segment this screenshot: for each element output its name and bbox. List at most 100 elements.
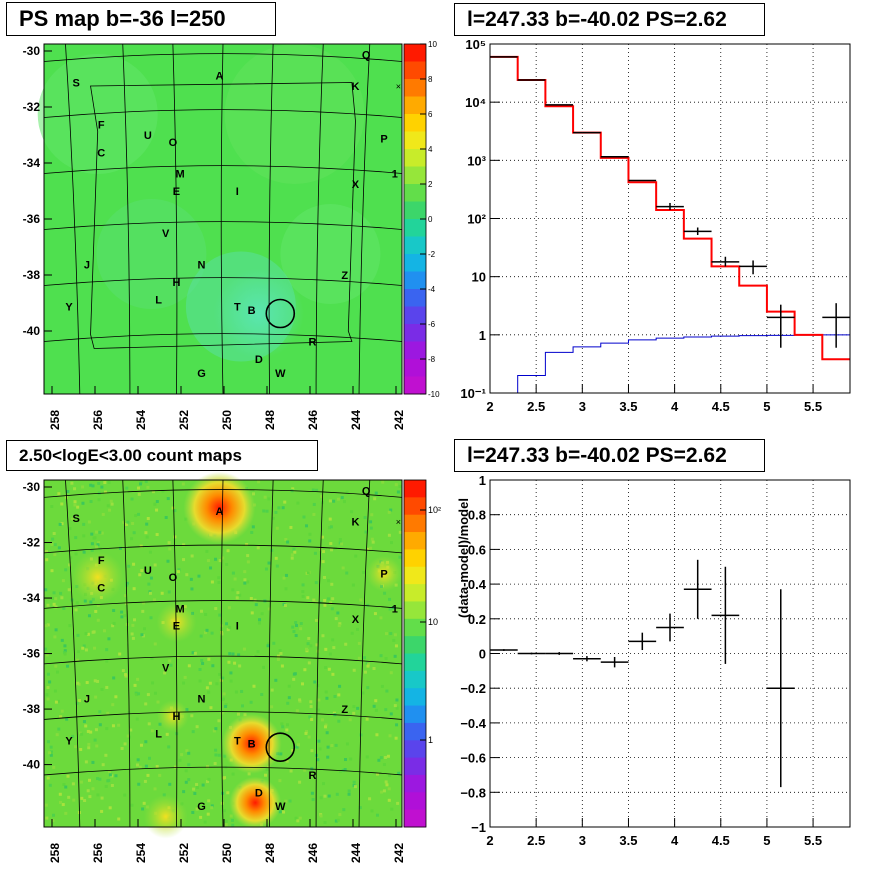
count-map-pixel [242,647,246,651]
count-map-pixel [74,608,78,612]
count-map-source-label: M [175,603,184,615]
count-map-pixel [265,509,269,513]
ps-map-latitude-line [43,221,403,230]
count-map-pixel [256,650,260,654]
count-map-pixel [60,596,64,600]
count-map-pixel [298,780,302,784]
count-map-pixel [264,567,268,571]
count-map-pixel [283,500,287,504]
count-map-pixel [97,498,101,502]
count-map-pixel [181,482,185,486]
count-map-pixel [292,677,296,681]
count-map-pixel [372,667,376,671]
count-map-pixel [271,516,275,520]
count-map-pixel [78,699,82,703]
count-map-pixel [100,485,104,489]
count-map-pixel [375,733,379,737]
count-map-grid [43,479,403,828]
count-map-pixel [323,794,327,798]
count-map-pixel [262,509,266,513]
count-map-pixel [54,700,58,704]
count-map-pixel [361,691,365,695]
ps-map-source-label: R [309,337,317,349]
count-map-pixel [388,734,392,738]
count-map-pixel [317,739,321,743]
count-map-pixel [198,668,202,672]
residual-y-tick-label: −0.2 [460,681,486,696]
ps-map-target-circle [265,298,296,329]
count-map-pixel [191,810,195,814]
count-map-pixel [229,679,233,683]
count-map-pixel [90,532,94,536]
count-map-pixel [142,601,146,605]
ps-map-latitude-line [43,277,403,286]
count-map-pixel [396,490,400,494]
count-map-pixel [56,699,60,703]
count-map-pixel [366,547,370,551]
count-map-pixel [377,758,381,762]
count-map-pixel [257,621,261,625]
count-map-pixel [321,634,325,638]
count-map-pixel [153,691,157,695]
ps-colorbar-tick-label: -10 [428,390,440,399]
count-map-source-label: U [144,565,152,577]
count-map-pixel [281,725,285,729]
count-map-pixel [210,804,214,808]
count-colorbar-band [404,514,426,533]
count-map-pixel [201,661,205,665]
count-map-pixel [207,690,211,694]
count-map-pixel [150,729,154,733]
count-map-pixel [62,783,66,787]
ps-map-source-label: P [380,134,387,146]
count-map-pixel [74,536,78,540]
count-map-pixel [50,542,54,546]
count-map-pixel [324,666,328,670]
count-map-pixel [134,514,138,518]
ps-colorbar-band [404,236,426,255]
spectrum-x-tick-label: 4.5 [712,399,730,414]
count-map-pixel [224,704,228,708]
count-map-source-label: T [234,735,241,747]
count-map-pixel [332,499,336,503]
count-map-source-label: J [84,694,90,706]
count-map-pixel [274,510,278,514]
count-map-pixel [278,779,282,783]
count-map-pixel [106,504,110,508]
count-map-pixel [370,513,374,517]
count-map-pixel [79,780,83,784]
count-map-pixel [224,823,228,827]
ps-map-longitude-line [122,43,131,395]
count-map-pixel [146,517,150,521]
count-map-latitude-line [43,766,403,776]
count-map-pixel [266,644,270,648]
count-map-pixel [238,664,242,668]
residual-y-tick-label: 0.4 [468,577,487,592]
count-map-pixel [388,773,392,777]
count-map-pixel [149,616,153,620]
count-map-source-label: K [351,517,359,529]
count-map-pixel [49,750,53,754]
count-map-pixel [101,763,105,767]
ps-colorbar-band [404,131,426,150]
ps-map-source-label: I [236,186,239,198]
ps-map-x-tick-label: 250 [220,410,234,430]
count-map-pixel [381,480,385,484]
count-colorbar-tick-label: 10² [428,505,441,515]
count-map-pixel [153,787,157,791]
count-map-pixel [137,486,141,490]
count-map-pixel [74,745,78,749]
count-map-pixel [337,624,341,628]
count-map-pixel [292,672,296,676]
count-map-pixel [45,653,49,657]
ps-map-source-label: Q [362,50,371,62]
count-map-pixel [155,500,159,504]
count-map-pixel [249,700,253,704]
count-map-pixel [334,819,338,823]
count-map-pixel [343,768,347,772]
count-map-pixel [287,684,291,688]
count-map-y-tick-label: -34 [23,591,41,605]
count-map-pixel [257,480,261,484]
count-map-pixel [155,508,159,512]
count-map-pixel [303,668,307,672]
count-map-pixel [173,509,177,513]
